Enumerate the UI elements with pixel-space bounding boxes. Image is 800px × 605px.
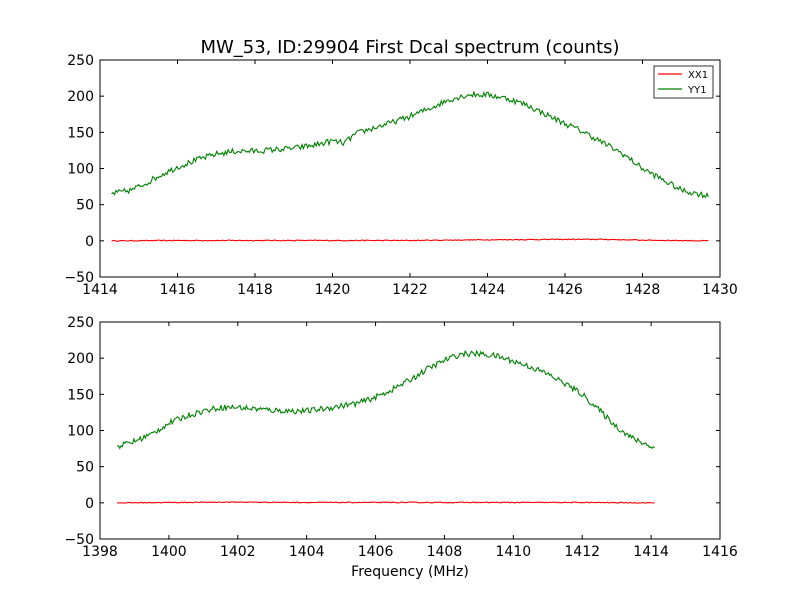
x-tick-label: 1422: [392, 282, 428, 298]
legend-label-yy1: YY1: [687, 85, 707, 96]
x-tick-label: 1414: [633, 544, 669, 560]
y-tick-label: 50: [76, 460, 94, 476]
axes-frame: [99, 59, 721, 278]
x-tick-label: 1416: [702, 544, 738, 560]
x-tick-label: 1416: [160, 282, 196, 298]
x-tick-label: 1412: [564, 544, 600, 560]
x-tick-label: 1398: [82, 544, 118, 560]
y-tick-label: 100: [67, 162, 94, 178]
y-tick-label: 150: [67, 125, 94, 141]
bottom-subplot: 1398 1400 1402 1404 1406 1408 1410 1412 1414 1416…: [64, 315, 737, 560]
x-tick-label: 1402: [220, 544, 256, 560]
y-tick-label: 200: [67, 89, 94, 105]
chart-title: MW_53, ID:29904 First Dcal spectrum (cou…: [200, 37, 619, 58]
y-tick-label: 100: [67, 424, 94, 440]
series-line-yy1: [111, 90, 709, 199]
axes-frame: [99, 321, 721, 540]
x-axis-label: Frequency (MHz): [351, 564, 469, 580]
x-tick-label: 1428: [625, 282, 661, 298]
x-tick-label: 1418: [237, 282, 273, 298]
y-tick-label: 200: [67, 351, 94, 367]
x-tick-label: 1410: [496, 544, 532, 560]
x-tick-label: 1400: [151, 544, 187, 560]
series-line-xx1: [117, 501, 655, 504]
x-tick-label: 1424: [470, 282, 506, 298]
x-tick-label: 1406: [358, 544, 394, 560]
x-tick-label: 1430: [702, 282, 738, 298]
legend-label-xx1: XX1: [688, 70, 708, 81]
y-tick-label: 0: [85, 496, 94, 512]
x-tick-label: 1426: [547, 282, 583, 298]
y-tick-label: 50: [76, 198, 94, 214]
y-tick-label: 250: [67, 53, 94, 69]
series-line-xx1: [111, 238, 709, 242]
series-line-yy1: [116, 349, 655, 450]
y-tick-label: 0: [85, 234, 94, 250]
top-subplot: 1414 1416 1418 1420 1422 1424 1426 1428 1430 −50 0…: [64, 53, 737, 298]
y-tick-label: −50: [64, 270, 94, 286]
x-tick-label: 1414: [82, 282, 118, 298]
x-tick-label: 1404: [289, 544, 325, 560]
y-tick-label: −50: [64, 532, 94, 548]
y-tick-label: 250: [67, 315, 94, 331]
y-tick-label: 150: [67, 387, 94, 403]
x-tick-label: 1408: [427, 544, 463, 560]
x-tick-label: 1420: [315, 282, 351, 298]
